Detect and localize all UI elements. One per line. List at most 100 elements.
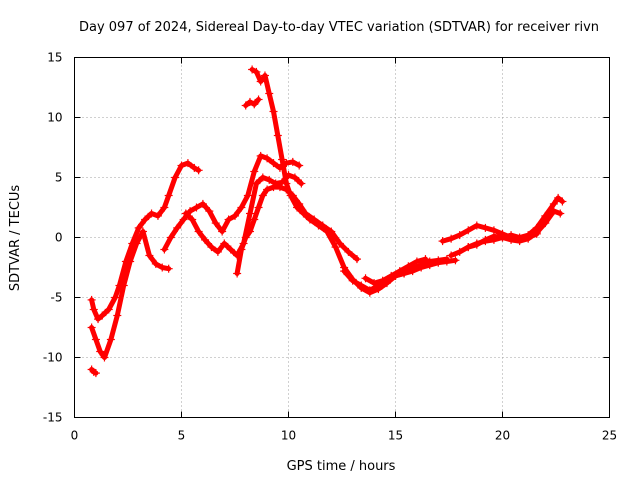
data-point [241, 101, 250, 110]
data-point [378, 276, 387, 285]
data-point [335, 239, 344, 248]
series-track-1 [89, 160, 202, 322]
data-point [290, 173, 299, 182]
data-point [481, 235, 490, 244]
data-point [100, 353, 109, 362]
data-point [186, 207, 195, 216]
data-point [173, 223, 182, 232]
tick-label-layer: 0 5 10 15 20 25 -15 -10 -5 0 5 10 15 [43, 51, 617, 443]
data-point [201, 235, 210, 244]
x-tick-label: 5 [178, 429, 186, 443]
data-point [269, 107, 278, 116]
data-point [250, 100, 259, 109]
data-point [211, 219, 220, 228]
data-point [455, 247, 464, 256]
data-point [164, 191, 173, 200]
data-point [273, 131, 282, 140]
data-point [151, 259, 160, 268]
data-point [111, 293, 120, 302]
data-point [361, 274, 370, 283]
data-point [179, 215, 188, 224]
data-point [254, 203, 263, 212]
data-point [395, 267, 404, 276]
x-tick-label: 10 [281, 429, 296, 443]
data-point [134, 223, 143, 232]
data-point [387, 271, 396, 280]
y-tick-label: 0 [55, 231, 63, 245]
data-point [226, 245, 235, 254]
data-point [245, 209, 254, 218]
data-point [231, 211, 239, 220]
data-point [370, 279, 379, 288]
x-tick-label: 20 [495, 429, 510, 443]
data-point [286, 191, 295, 200]
y-tick-label: -15 [43, 411, 63, 425]
data-point [365, 286, 374, 295]
data-point [352, 255, 361, 264]
series-track-2 [89, 229, 172, 360]
y-tick-label: -5 [51, 291, 63, 305]
data-point [323, 227, 332, 236]
y-tick-label: 15 [47, 51, 62, 65]
data-point [91, 369, 100, 378]
data-point [250, 215, 259, 224]
data-point [213, 247, 222, 256]
data-point [252, 179, 261, 188]
data-point [241, 233, 250, 242]
data-point [265, 89, 274, 98]
data-point [158, 263, 167, 272]
data-point [481, 223, 490, 232]
data-point [498, 233, 507, 242]
data-point [425, 257, 434, 266]
data-point [348, 276, 357, 285]
data-point [183, 159, 192, 168]
data-point [248, 65, 257, 74]
x-tick-label: 15 [388, 429, 403, 443]
y-axis-label: SDTVAR / TECUs [8, 185, 23, 292]
data-point [207, 243, 216, 252]
data-point [164, 264, 173, 273]
tick-layer [74, 57, 610, 418]
data-point [177, 161, 186, 170]
data-point [98, 311, 107, 320]
data-point [275, 183, 284, 192]
data-point [245, 97, 254, 106]
data-point [288, 157, 297, 166]
data-point [263, 154, 272, 163]
data-point [113, 311, 122, 320]
data-point [305, 215, 314, 224]
data-point [198, 199, 207, 208]
data-point [524, 234, 533, 243]
y-tick-label: 10 [47, 111, 62, 125]
data-point [190, 163, 199, 172]
data-point [192, 203, 201, 212]
data-point [160, 203, 169, 212]
data-point [438, 237, 447, 246]
series-layer [87, 65, 567, 378]
y-tick-label: 5 [55, 171, 63, 185]
data-point [233, 269, 242, 278]
data-point [119, 281, 128, 290]
data-point [464, 243, 473, 252]
data-point [258, 191, 267, 200]
data-point [126, 257, 135, 266]
data-point [181, 209, 190, 218]
data-point [340, 267, 349, 276]
data-point [256, 77, 265, 86]
chart-title: Day 097 of 2024, Sidereal Day-to-day VTE… [79, 20, 599, 35]
data-point [541, 219, 550, 228]
data-point [549, 207, 558, 216]
data-point [254, 95, 263, 104]
data-point [412, 257, 421, 266]
data-point [293, 203, 302, 212]
data-point [265, 175, 274, 184]
data-point [269, 159, 278, 168]
y-tick-label: -10 [43, 351, 63, 365]
data-point [145, 251, 154, 260]
data-point [263, 185, 272, 194]
data-point [507, 235, 516, 244]
data-point [297, 179, 306, 188]
data-point [344, 247, 353, 256]
data-point [442, 255, 451, 264]
